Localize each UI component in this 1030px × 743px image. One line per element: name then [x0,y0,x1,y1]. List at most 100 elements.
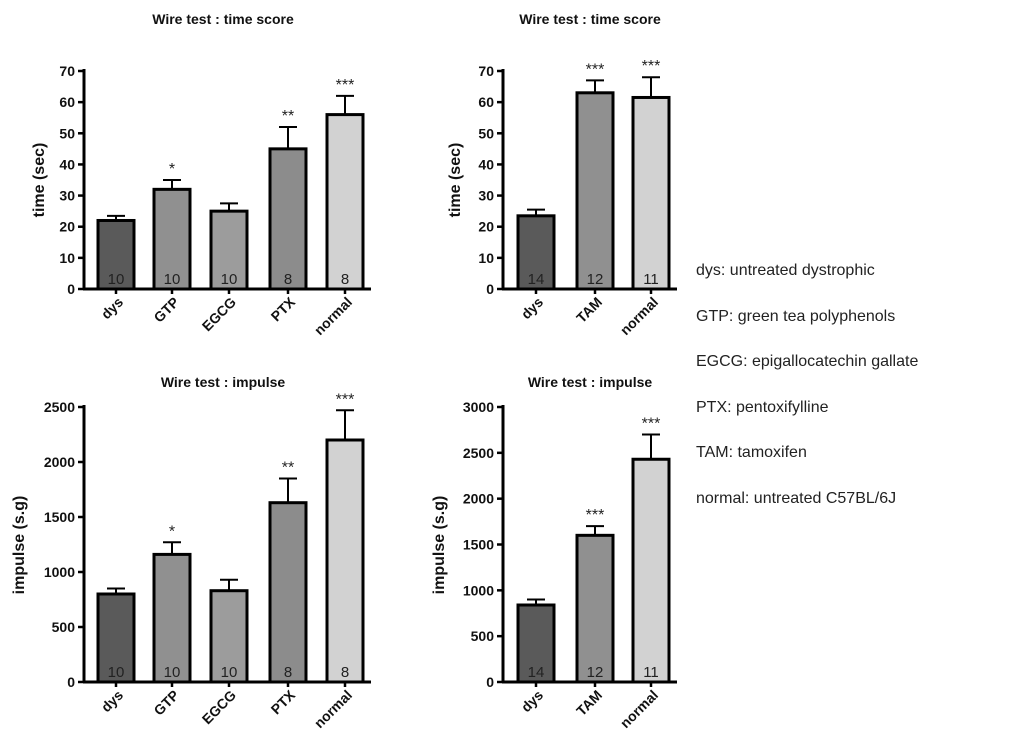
chart-panel-3: Wire test : impulse impulse (s.g) 0 500 1000… [11,374,371,731]
x-tick-label: normal [311,294,355,338]
y-tick-label: 500 [471,628,495,644]
y-tick-label: 10 [478,250,494,266]
significance-label: *** [336,391,355,408]
y-tick-label: 50 [478,125,494,141]
legend: dys: untreated dystrophic GTP: green tea… [696,262,1026,536]
bar-normal [631,95,671,291]
x-tick-label: dys [518,687,547,716]
x-tick-label: GTP [150,687,182,719]
chart-panel-1: Wire test : time score time (sec) 0 10 20 30 4… [31,11,371,338]
legend-item-tam: TAM: tamoxifen [696,444,807,462]
bar-tam [575,91,615,291]
bar-normal [631,457,671,684]
y-tick-label: 2500 [463,445,494,461]
y-tick-label: 40 [478,156,494,172]
y-tick-label: 500 [52,619,76,635]
y-tick-label: 40 [59,156,75,172]
y-tick-label: 2000 [463,491,494,507]
y-tick-label: 70 [478,63,494,79]
legend-item-egcg: EGCG: epigallocatechin gallate [696,353,919,371]
y-tick-label: 20 [478,219,494,235]
y-tick-label: 1500 [463,537,494,553]
y-tick-label: 50 [59,125,75,141]
x-tick-label: TAM [573,294,605,326]
x-tick-label: EGCG [199,687,240,728]
n-label: 8 [341,664,349,681]
x-tick-label: normal [311,687,355,731]
n-label: 10 [164,664,181,681]
y-tick-label: 1000 [44,564,75,580]
n-label: 14 [528,664,545,681]
y-axis-label: impulse (s.g) [431,496,448,595]
significance-label: *** [336,77,355,94]
bar-gtp [152,187,192,291]
y-tick-label: 0 [486,281,494,297]
n-label: 10 [108,664,125,681]
y-tick-label: 10 [59,250,75,266]
x-tick-label: dys [98,294,127,323]
bar-dys [516,603,556,684]
bar-gtp [152,552,192,684]
bar-ptx [268,147,308,291]
significance-label: *** [642,58,661,75]
n-label: 12 [587,271,604,288]
significance-label: ** [282,108,294,125]
n-label: 12 [587,664,604,681]
n-label: 8 [284,664,292,681]
y-tick-label: 20 [59,219,75,235]
n-label: 10 [164,271,181,288]
n-label: 8 [284,271,292,288]
n-label: 10 [221,664,238,681]
y-axis-label: time (sec) [31,143,48,218]
significance-label: *** [586,507,605,524]
x-tick-label: GTP [150,294,182,326]
y-tick-label: 2500 [44,399,75,415]
y-tick-label: 70 [59,63,75,79]
y-tick-label: 30 [478,188,494,204]
y-tick-label: 60 [478,94,494,110]
y-tick-label: 0 [67,674,75,690]
n-label: 10 [108,271,125,288]
y-tick-label: 1500 [44,509,75,525]
y-tick-label: 0 [486,674,494,690]
x-tick-label: dys [518,294,547,323]
x-tick-label: PTX [268,686,299,717]
chart-title: Wire test : time score [519,11,661,27]
y-tick-label: 60 [59,94,75,110]
legend-item-ptx: PTX: pentoxifylline [696,398,829,416]
chart-panel-2: Wire test : time score time (sec) 0 10 20 30 4… [447,11,677,338]
y-tick-label: 1000 [463,582,494,598]
n-label: 11 [643,271,659,288]
y-tick-label: 3000 [463,399,494,415]
n-label: 14 [528,271,545,288]
bar-ptx [268,501,308,684]
x-tick-label: EGCG [199,294,240,335]
x-tick-label: normal [617,294,661,338]
y-tick-label: 0 [67,281,75,297]
significance-label: ** [282,460,294,477]
legend-item-normal: normal: untreated C57BL/6J [696,489,897,507]
significance-label: * [169,161,175,178]
significance-label: *** [642,416,661,433]
n-label: 8 [341,271,349,288]
n-label: 10 [221,271,238,288]
legend-item-gtp: GTP: green tea polyphenols [696,307,896,325]
x-tick-label: PTX [268,293,299,324]
y-tick-label: 30 [59,188,75,204]
x-tick-label: TAM [573,687,605,719]
y-axis-label: time (sec) [447,143,464,218]
significance-label: *** [586,61,605,78]
bar-normal [325,438,365,684]
x-tick-label: normal [617,687,661,731]
chart-panel-4: Wire test : impulse impulse (s.g) 0 500 1000… [431,374,677,731]
chart-title: Wire test : time score [152,11,294,27]
y-tick-label: 2000 [44,454,75,470]
y-axis-label: impulse (s.g) [11,496,28,595]
significance-label: * [169,523,175,540]
bar-normal [325,113,365,291]
chart-title: Wire test : impulse [161,374,286,390]
n-label: 11 [643,664,659,681]
x-tick-label: dys [98,687,127,716]
bar-tam [575,533,615,684]
